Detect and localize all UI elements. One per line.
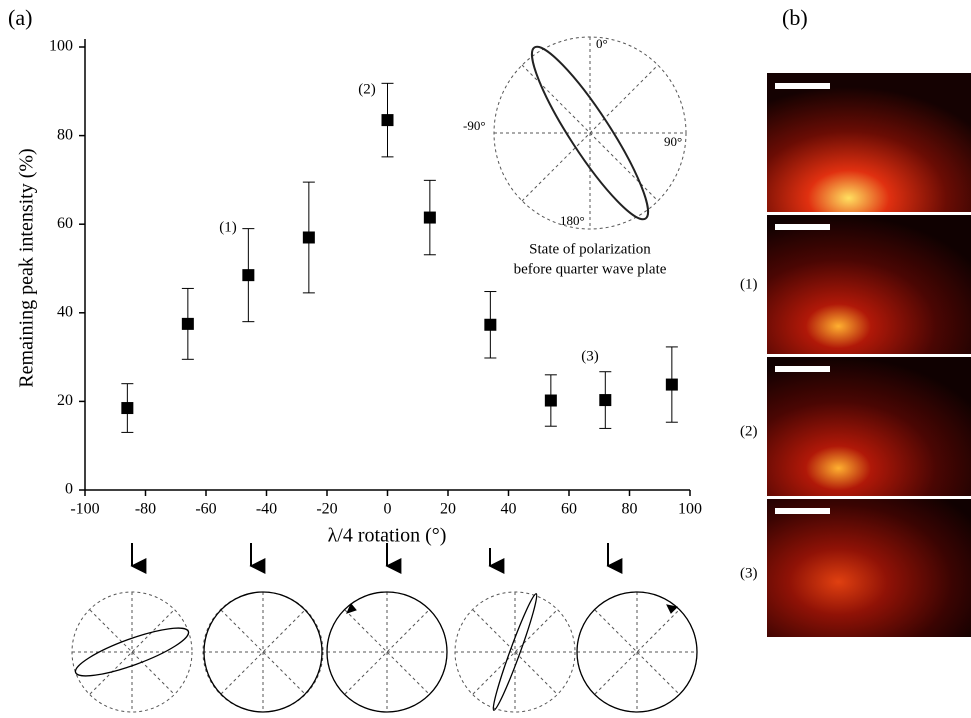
image-label: (1) xyxy=(740,276,758,292)
image-label: (3) xyxy=(740,565,758,581)
marker xyxy=(423,211,436,224)
panel-label: (a) xyxy=(8,5,32,30)
panel-label: (b) xyxy=(782,5,808,30)
y-tick-label: 40 xyxy=(57,303,73,320)
polarization-diagrams xyxy=(71,543,698,713)
angle-label: 0° xyxy=(596,36,608,51)
annotation: (3) xyxy=(581,348,599,364)
marker xyxy=(381,114,394,127)
x-tick-label: -40 xyxy=(256,501,277,518)
y-tick-label: 0 xyxy=(65,481,73,498)
x-tick-label: 60 xyxy=(561,501,577,518)
inset: 0° 90° -90° 180° State of polarization b… xyxy=(463,36,687,277)
annotation: (1) xyxy=(219,219,237,235)
marker xyxy=(302,231,315,244)
x-tick-label: -60 xyxy=(195,501,216,518)
x-tick-label: 80 xyxy=(622,501,638,518)
y-tick-label: 60 xyxy=(57,215,73,232)
y-tick-label: 80 xyxy=(57,126,73,143)
y-axis-label: Remaining peak intensity (%) xyxy=(16,148,38,387)
x-tick-label: -20 xyxy=(316,501,337,518)
marker xyxy=(599,394,612,407)
x-tick-label: -80 xyxy=(135,501,156,518)
annotation: (2) xyxy=(358,81,376,97)
inset-caption: State of polarization xyxy=(529,241,651,257)
image-panels: (1) (2) (3) xyxy=(740,73,971,637)
x-tick-label: 40 xyxy=(501,501,517,518)
marker xyxy=(121,402,134,415)
marker xyxy=(181,317,194,330)
inset-caption: before quarter wave plate xyxy=(514,261,667,277)
angle-label: 90° xyxy=(664,134,682,149)
marker xyxy=(665,378,678,391)
y-tick-label: 20 xyxy=(57,392,73,409)
angle-label: -90° xyxy=(463,118,486,133)
marker xyxy=(484,318,497,331)
x-tick-label: 20 xyxy=(440,501,456,518)
angle-label: 180° xyxy=(560,213,585,228)
marker xyxy=(242,269,255,282)
x-axis-label: λ/4 rotation (°) xyxy=(328,525,447,547)
y-tick-label: 100 xyxy=(49,38,73,55)
x-tick-label: -100 xyxy=(70,501,99,518)
x-tick-label: 100 xyxy=(678,501,702,518)
marker xyxy=(544,394,557,407)
x-tick-label: 0 xyxy=(384,501,392,518)
image-label: (2) xyxy=(740,423,758,439)
